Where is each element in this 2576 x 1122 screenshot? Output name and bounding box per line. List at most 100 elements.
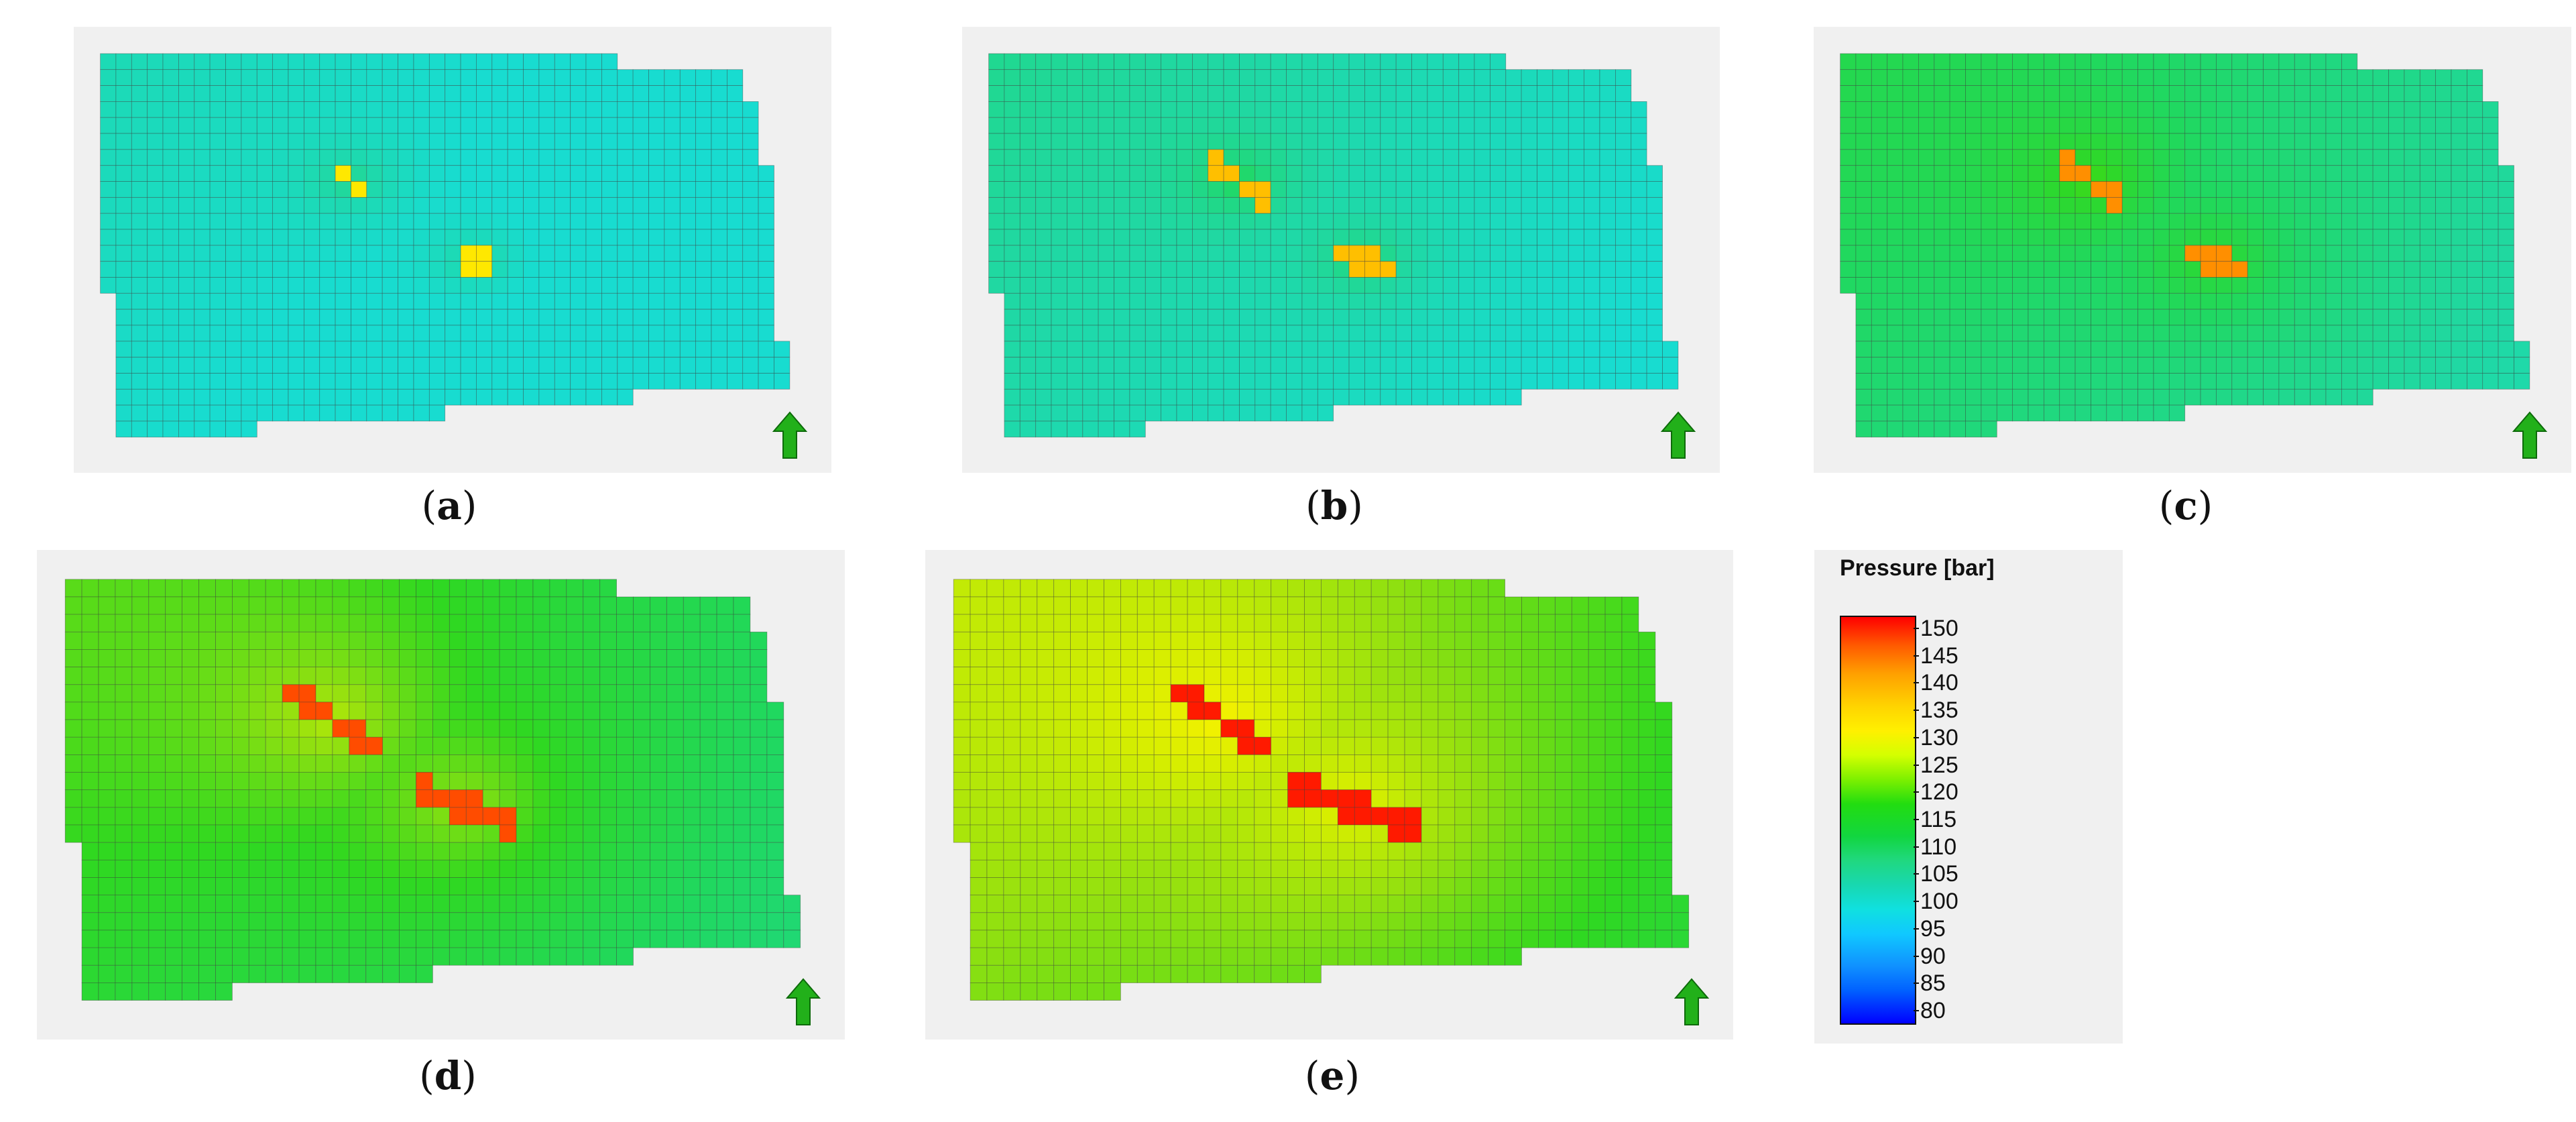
grid-cell bbox=[1321, 667, 1338, 685]
grid-cell bbox=[272, 292, 289, 310]
grid-cell bbox=[566, 789, 584, 808]
grid-cell bbox=[100, 229, 117, 246]
grid-cell bbox=[1287, 736, 1305, 755]
grid-cell bbox=[616, 649, 634, 667]
grid-cell bbox=[209, 101, 226, 118]
grid-cell bbox=[1129, 197, 1146, 214]
grid-cell bbox=[1387, 596, 1405, 615]
grid-cell bbox=[1338, 772, 1355, 791]
grid-cell bbox=[1338, 807, 1355, 826]
grid-cell bbox=[953, 754, 971, 773]
grid-cell bbox=[398, 69, 414, 86]
grid-cell bbox=[1333, 101, 1350, 118]
grid-cell bbox=[699, 631, 717, 650]
grid-cell bbox=[1411, 181, 1428, 198]
grid-cell bbox=[445, 53, 461, 70]
grid-cell bbox=[256, 181, 274, 198]
grid-cell bbox=[1286, 117, 1303, 134]
grid-cell bbox=[2310, 357, 2327, 374]
grid-cell bbox=[1271, 667, 1289, 685]
grid-cell bbox=[1568, 117, 1585, 134]
grid-cell bbox=[1387, 754, 1405, 773]
grid-cell bbox=[2121, 404, 2139, 422]
grid-cell bbox=[351, 101, 367, 118]
grid-cell bbox=[482, 684, 500, 703]
grid-cell bbox=[1411, 101, 1428, 118]
grid-cell bbox=[491, 341, 508, 357]
grid-cell bbox=[2028, 197, 2044, 214]
grid-cell bbox=[1271, 912, 1289, 931]
grid-cell bbox=[1254, 631, 1272, 650]
grid-cell bbox=[248, 824, 266, 843]
grid-cell bbox=[554, 117, 571, 134]
grid-cell bbox=[532, 842, 550, 860]
grid-cell bbox=[1949, 420, 1966, 438]
grid-cell bbox=[953, 631, 971, 650]
grid-cell bbox=[398, 181, 414, 198]
grid-cell bbox=[664, 261, 681, 278]
grid-cell bbox=[499, 912, 517, 931]
grid-cell bbox=[428, 85, 446, 102]
grid-cell bbox=[225, 308, 242, 326]
grid-cell bbox=[1568, 308, 1585, 326]
grid-cell bbox=[2482, 213, 2499, 230]
grid-cell bbox=[733, 614, 751, 632]
grid-cell bbox=[182, 702, 199, 720]
grid-cell bbox=[1505, 213, 1522, 230]
grid-cell bbox=[315, 842, 333, 860]
grid-cell bbox=[716, 877, 734, 896]
grid-cell bbox=[131, 964, 150, 983]
grid-cell bbox=[1490, 197, 1507, 214]
grid-cell bbox=[272, 69, 289, 86]
grid-cell bbox=[1621, 667, 1639, 685]
grid-cell bbox=[601, 357, 618, 374]
grid-cell bbox=[1887, 197, 1904, 214]
grid-cell bbox=[1902, 292, 1919, 310]
grid-cell bbox=[1019, 341, 1037, 357]
grid-cell bbox=[1840, 277, 1857, 294]
grid-cell bbox=[1254, 579, 1272, 598]
grid-cell bbox=[1136, 964, 1155, 983]
grid-cell bbox=[632, 85, 649, 102]
grid-cell bbox=[2419, 357, 2437, 374]
grid-cell bbox=[365, 754, 384, 773]
grid-cell bbox=[1521, 702, 1539, 720]
grid-cell bbox=[131, 649, 150, 667]
grid-cell bbox=[516, 684, 534, 703]
grid-cell bbox=[1019, 117, 1037, 134]
grid-cell bbox=[549, 824, 567, 843]
grid-cell bbox=[1981, 229, 1997, 246]
grid-cell bbox=[148, 912, 166, 931]
grid-cell bbox=[1098, 133, 1114, 150]
grid-cell bbox=[1887, 117, 1904, 134]
grid-cell bbox=[1380, 292, 1397, 310]
grid-cell bbox=[549, 859, 567, 878]
grid-cell bbox=[2153, 404, 2170, 422]
grid-cell bbox=[2247, 213, 2264, 230]
grid-cell bbox=[115, 964, 133, 983]
grid-cell bbox=[1421, 947, 1439, 966]
grid-cell bbox=[165, 807, 182, 826]
grid-cell bbox=[1098, 308, 1114, 326]
grid-cell bbox=[585, 308, 602, 326]
grid-cell bbox=[1871, 245, 1888, 262]
grid-cell bbox=[182, 667, 199, 685]
grid-cell bbox=[2325, 261, 2342, 278]
grid-cell bbox=[482, 702, 500, 720]
grid-cell bbox=[131, 702, 150, 720]
grid-cell bbox=[1855, 373, 1872, 390]
grid-cell bbox=[1161, 292, 1177, 310]
grid-cell bbox=[1537, 133, 1554, 150]
grid-cell bbox=[711, 277, 727, 294]
grid-cell bbox=[727, 165, 744, 182]
grid-cell bbox=[449, 667, 467, 685]
grid-cell bbox=[1004, 388, 1020, 406]
grid-cell bbox=[1136, 649, 1155, 667]
grid-cell bbox=[1871, 292, 1888, 310]
grid-cell bbox=[1427, 197, 1444, 214]
grid-cell bbox=[1855, 277, 1872, 294]
grid-cell bbox=[633, 667, 650, 685]
grid-cell bbox=[465, 579, 483, 598]
grid-cell bbox=[256, 373, 274, 390]
grid-cell bbox=[1404, 807, 1422, 826]
